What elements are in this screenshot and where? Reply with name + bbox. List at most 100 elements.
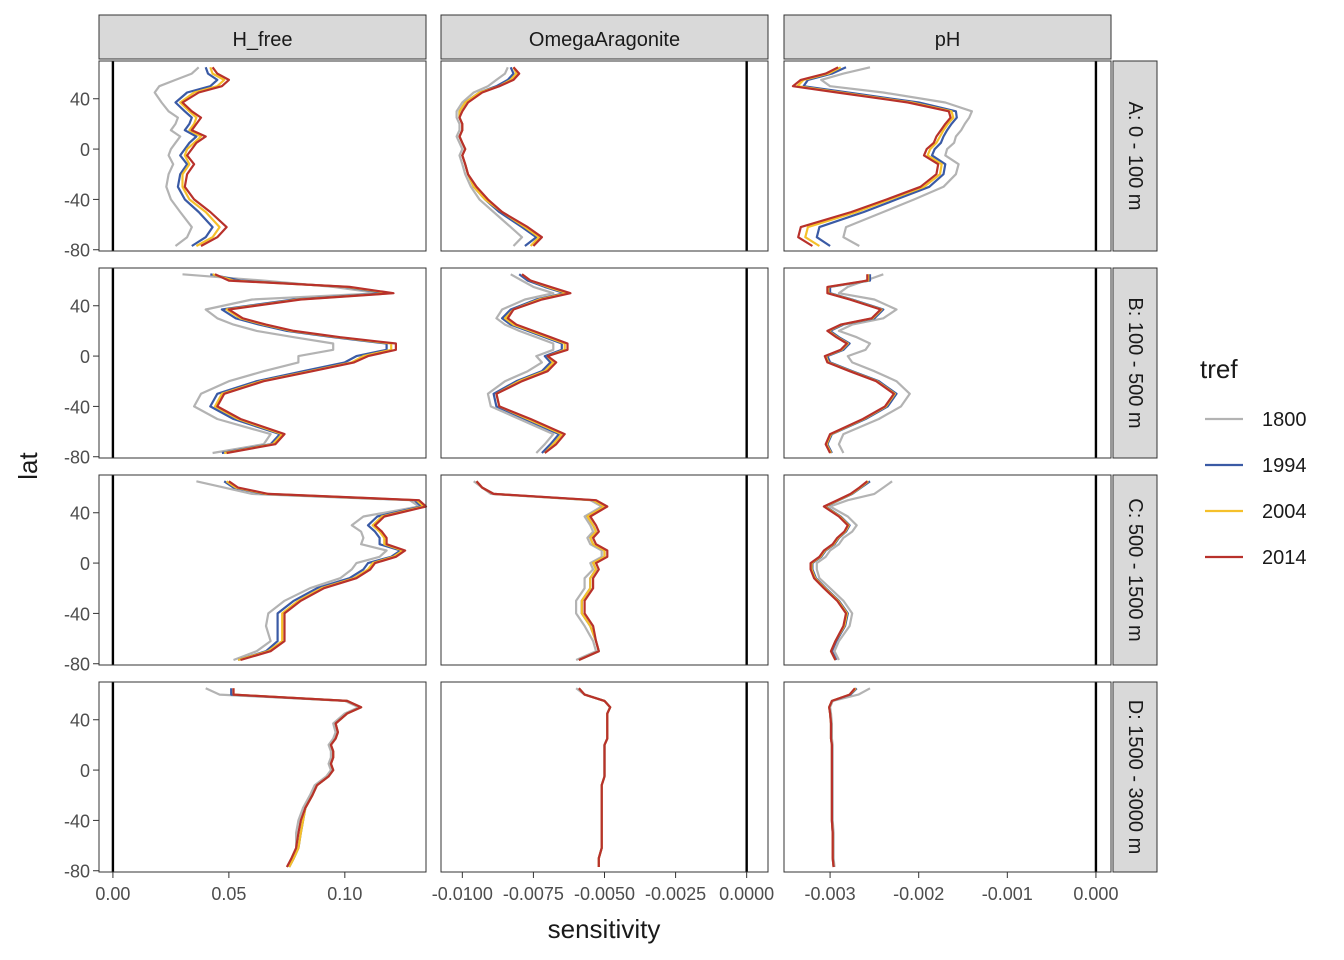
series-line-1800 <box>182 273 381 455</box>
x-tick-label: -0.0100 <box>432 884 493 904</box>
x-tick-label: 0.10 <box>327 884 362 904</box>
panel-background <box>784 682 1111 872</box>
panel-border <box>783 267 1112 459</box>
panel-border <box>783 681 1112 873</box>
x-tick-label: 0.0000 <box>719 884 774 904</box>
panels-layer: H_free OmegaAragonite pH A: 0 - 100 m B: 100… <box>64 14 1158 904</box>
panel-series-group <box>809 480 893 661</box>
y-tick-label: -80 <box>64 241 90 261</box>
y-tick-label: -40 <box>64 811 90 831</box>
panel-series-group <box>455 66 544 247</box>
panel-series-group <box>205 687 363 868</box>
y-tick-label: -40 <box>64 397 90 417</box>
series-line-2014 <box>828 687 856 868</box>
panel-border <box>783 474 1112 666</box>
y-tick-label: -40 <box>64 190 90 210</box>
series-line-2014 <box>578 687 612 867</box>
series-line-1800 <box>820 66 974 247</box>
column-strip-label: OmegaAragonite <box>529 29 680 51</box>
series-line-2014 <box>809 480 868 661</box>
panel-background <box>441 475 768 665</box>
x-tick-label: 0.00 <box>95 884 130 904</box>
row-strip-label: B: 100 - 500 m <box>1124 297 1146 428</box>
series-line-2014 <box>475 480 609 662</box>
y-tick-label: 40 <box>70 90 90 110</box>
row-strip-label: D: 1500 - 3000 m <box>1124 700 1146 855</box>
x-tick-label: -0.0025 <box>645 884 706 904</box>
column-strip-label: H_free <box>232 29 292 51</box>
column-strip <box>783 14 1112 60</box>
panel-series-group <box>823 273 911 454</box>
x-tick-label: -0.002 <box>893 884 944 904</box>
series-line-2014 <box>232 688 363 868</box>
row-strip-label: A: 0 - 100 m <box>1124 102 1146 211</box>
series-line-2014 <box>458 66 544 247</box>
series-line-1994 <box>223 480 423 662</box>
panel-background <box>784 268 1111 458</box>
series-line-2004 <box>179 66 226 247</box>
panel-border <box>440 267 769 459</box>
panel-border <box>98 60 427 252</box>
panel-series-group <box>153 66 230 247</box>
series-line-1800 <box>455 66 524 247</box>
series-line-2014 <box>495 273 572 454</box>
series-line-2014 <box>791 66 952 247</box>
panel-background <box>99 61 426 251</box>
y-tick-label: 0 <box>80 140 90 160</box>
column-strip <box>98 14 427 60</box>
series-line-2004 <box>225 480 425 662</box>
row-strip <box>1112 474 1158 666</box>
x-tick-label: -0.0050 <box>574 884 635 904</box>
panel-series-group <box>182 273 397 455</box>
panel-background <box>441 268 768 458</box>
y-tick-label: -80 <box>64 448 90 468</box>
y-tick-label: 0 <box>80 554 90 574</box>
row-strip <box>1112 681 1158 873</box>
series-line-1800 <box>196 480 421 662</box>
panel-series-group <box>486 273 572 454</box>
series-line-1994 <box>174 66 219 247</box>
panel-series-group <box>791 66 974 247</box>
panel-border <box>440 60 769 252</box>
panel-series-group <box>828 687 871 868</box>
panel-background <box>99 475 426 665</box>
x-axis-title: sensitivity <box>548 914 661 944</box>
column-strip <box>440 14 769 60</box>
legend-title: tref <box>1200 354 1238 384</box>
series-line-1800 <box>815 480 893 661</box>
panel-border <box>98 267 427 459</box>
y-tick-label: 40 <box>70 504 90 524</box>
column-strip-label: pH <box>935 29 961 51</box>
series-line-2014 <box>228 480 428 662</box>
series-line-1800 <box>486 273 555 454</box>
y-tick-label: 40 <box>70 711 90 731</box>
x-tick-label: 0.000 <box>1073 884 1118 904</box>
x-tick-label: -0.003 <box>805 884 856 904</box>
series-line-2014 <box>823 274 896 454</box>
legend-label: 1800 <box>1262 409 1307 431</box>
legend-label: 1994 <box>1262 455 1307 477</box>
series-line-1800 <box>837 273 911 454</box>
x-tick-label: -0.001 <box>982 884 1033 904</box>
y-tick-label: -40 <box>64 604 90 624</box>
legend-label: 2004 <box>1262 501 1307 523</box>
row-strip <box>1112 267 1158 459</box>
panel-border <box>98 681 427 873</box>
panel-series-group <box>575 687 612 867</box>
series-line-2014 <box>214 273 397 455</box>
panel-border <box>783 60 1112 252</box>
y-tick-label: -80 <box>64 655 90 675</box>
panel-border <box>440 474 769 666</box>
legend-label: 2014 <box>1262 547 1307 569</box>
panel-border <box>98 474 427 666</box>
y-tick-label: 0 <box>80 347 90 367</box>
panel-background <box>441 61 768 251</box>
row-strip <box>1112 60 1158 252</box>
row-strip-label: C: 500 - 1500 m <box>1124 498 1146 641</box>
y-axis-title: lat <box>13 451 43 479</box>
panel-series-group <box>196 480 428 662</box>
y-tick-label: 40 <box>70 297 90 317</box>
y-tick-label: 0 <box>80 761 90 781</box>
panel-series-group <box>473 480 609 662</box>
